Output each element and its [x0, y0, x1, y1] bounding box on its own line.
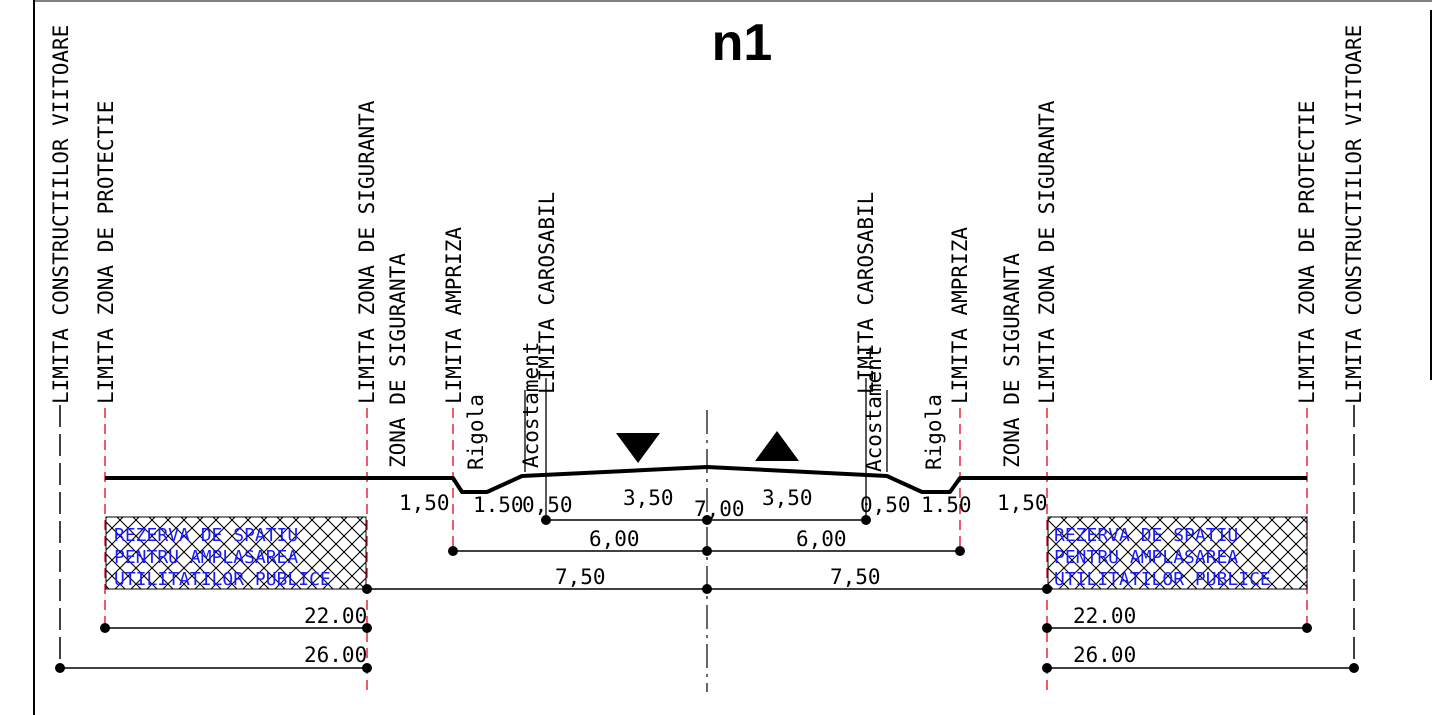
reserve-box-right: REZERVA DE SPATIU PENTRU AMPLASAREA UTIL… [1047, 516, 1308, 590]
dim-constructii-left: 26.00 [304, 643, 367, 667]
dim-lane-left: 3,50 [623, 486, 674, 510]
label-limita-ampriza-right: LIMITA AMPRIZA [948, 227, 972, 404]
label-limita-siguranta-left: LIMITA ZONA DE SIGURANTA [355, 100, 379, 404]
reserve-left-line1: REZERVA DE SPATIU [114, 525, 298, 546]
dim-protectie-left: 22.00 [304, 604, 367, 628]
dim-dots [55, 515, 1359, 673]
label-zona-siguranta-right: ZONA DE SIGURANTA [1000, 253, 1024, 468]
direction-arrow-down-icon [616, 433, 660, 463]
label-rigola-right: Rigola [922, 394, 946, 470]
dim-rigola-right: 1.50 [921, 493, 972, 517]
label-limita-carosabil-left: LIMITA CAROSABIL [535, 192, 559, 394]
dim-constructii-right: 26.00 [1073, 643, 1136, 667]
dim-total-carosabil: 7,00 [694, 497, 745, 521]
dim-siguranta-total-left: 7,50 [555, 565, 606, 589]
label-limita-carosabil-right: LIMITA CAROSABIL [854, 192, 878, 394]
label-acostament-left: Acostament [519, 342, 543, 468]
reserve-right-line3: UTILITATILOR PUBLICE [1054, 569, 1271, 590]
label-acostament-right: Acostament [862, 346, 886, 472]
reserve-right-line1: REZERVA DE SPATIU [1054, 525, 1238, 546]
dim-acostament-left: 0,50 [522, 493, 573, 517]
terrain-profile-line [105, 465, 1307, 494]
reserve-right-line2: PENTRU AMPLASAREA [1054, 547, 1238, 568]
dim-siguranta-right: 1,50 [997, 491, 1048, 515]
dim-lane-right: 3,50 [762, 486, 813, 510]
dim-rigola-left: 1.50 [473, 493, 524, 517]
label-limita-protectie-right: LIMITA ZONA DE PROTECTIE [1295, 101, 1319, 404]
label-limita-ampriza-left: LIMITA AMPRIZA [442, 227, 466, 404]
label-rigola-left: Rigola [464, 394, 488, 470]
label-limita-siguranta-right: LIMITA ZONA DE SIGURANTA [1035, 100, 1059, 404]
direction-arrow-up-icon [755, 431, 799, 461]
dim-ampriza-left: 6,00 [589, 527, 640, 551]
label-limita-constructii-right: LIMITA CONSTRUCTIILOR VIITOARE [1342, 25, 1366, 404]
label-zona-siguranta-left: ZONA DE SIGURANTA [386, 253, 410, 468]
reserve-left-line2: PENTRU AMPLASAREA [114, 547, 298, 568]
dim-siguranta-left: 1,50 [399, 491, 450, 515]
reserve-box-left: REZERVA DE SPATIU PENTRU AMPLASAREA UTIL… [105, 516, 367, 590]
dim-protectie-right: 22.00 [1073, 604, 1136, 628]
dim-siguranta-total-right: 7,50 [830, 565, 881, 589]
label-limita-constructii-left: LIMITA CONSTRUCTIILOR VIITOARE [49, 25, 73, 404]
label-limita-protectie-left: LIMITA ZONA DE PROTECTIE [94, 101, 118, 404]
reserve-left-line3: UTILITATILOR PUBLICE [114, 569, 331, 590]
dim-ampriza-right: 6,00 [796, 527, 847, 551]
section-title: n1 [712, 14, 773, 72]
dim-acostament-right: 0,50 [860, 493, 911, 517]
